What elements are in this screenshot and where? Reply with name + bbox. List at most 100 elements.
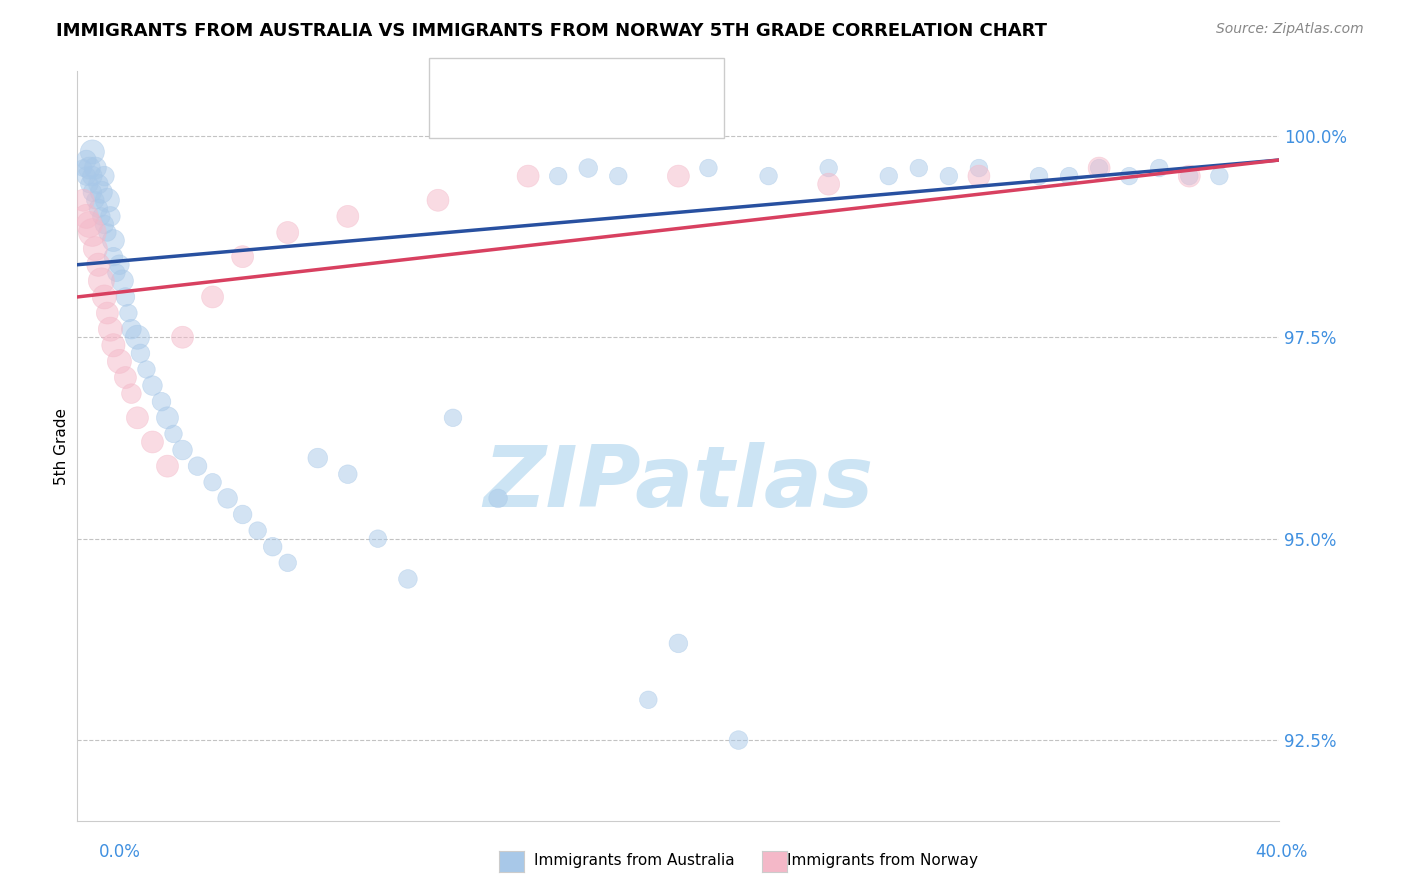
Point [277, 226, 299, 240]
Point [232, 508, 254, 522]
Point [576, 161, 599, 175]
Point [427, 194, 450, 208]
Point [307, 451, 329, 466]
Point [93, 290, 115, 304]
Point [79, 161, 101, 175]
Point [156, 410, 179, 425]
Point [607, 169, 630, 183]
Point [908, 161, 931, 175]
Point [758, 169, 780, 183]
Point [817, 161, 839, 175]
Point [232, 250, 254, 264]
Point [127, 330, 149, 344]
Point [120, 322, 142, 336]
Point [120, 386, 142, 401]
Point [72, 161, 94, 175]
Point [84, 242, 107, 256]
Point [441, 410, 464, 425]
Point [938, 169, 960, 183]
Point [336, 467, 359, 482]
Point [396, 572, 419, 586]
Text: 40.0%: 40.0% [1256, 843, 1308, 861]
Point [129, 346, 152, 360]
Point [135, 362, 157, 376]
Point [172, 443, 194, 458]
Point [637, 693, 659, 707]
Point [150, 394, 173, 409]
Point [79, 218, 101, 232]
Point [1118, 169, 1140, 183]
Point [82, 226, 104, 240]
Point [1028, 169, 1050, 183]
Point [262, 540, 284, 554]
Point [87, 258, 110, 272]
Point [141, 378, 163, 392]
Point [156, 459, 179, 474]
Point [82, 185, 104, 199]
Text: Immigrants from Australia: Immigrants from Australia [534, 854, 735, 868]
Point [84, 161, 107, 175]
Point [162, 426, 184, 441]
Point [817, 177, 839, 191]
Point [367, 532, 389, 546]
Point [96, 226, 118, 240]
Point [486, 491, 509, 506]
Point [336, 210, 359, 224]
Point [1178, 169, 1201, 183]
Point [1178, 169, 1201, 183]
Point [90, 185, 112, 199]
Point [96, 194, 118, 208]
Point [93, 169, 115, 183]
Point [217, 491, 239, 506]
Text: N = 29: N = 29 [588, 109, 650, 127]
Point [82, 169, 104, 183]
Point [75, 210, 97, 224]
Point [108, 354, 131, 368]
Point [111, 274, 134, 288]
Point [1088, 161, 1111, 175]
Point [114, 370, 136, 384]
Point [105, 266, 128, 280]
Point [82, 145, 104, 159]
Point [75, 153, 97, 167]
Y-axis label: 5th Grade: 5th Grade [53, 408, 69, 484]
Point [96, 306, 118, 320]
Point [75, 169, 97, 183]
Point [668, 636, 690, 650]
Point [186, 459, 209, 474]
Point [100, 322, 122, 336]
Point [1057, 169, 1080, 183]
Point [1149, 161, 1171, 175]
Point [697, 161, 720, 175]
Point [87, 202, 110, 216]
Point [517, 169, 540, 183]
Text: IMMIGRANTS FROM AUSTRALIA VS IMMIGRANTS FROM NORWAY 5TH GRADE CORRELATION CHART: IMMIGRANTS FROM AUSTRALIA VS IMMIGRANTS … [56, 22, 1047, 40]
Point [84, 194, 107, 208]
Point [103, 234, 125, 248]
Point [87, 177, 110, 191]
Point [90, 210, 112, 224]
Point [114, 290, 136, 304]
Point [668, 169, 690, 183]
Point [72, 194, 94, 208]
Point [727, 733, 749, 747]
Point [103, 338, 125, 352]
Text: Immigrants from Norway: Immigrants from Norway [787, 854, 979, 868]
Point [103, 250, 125, 264]
Text: R = 0.394: R = 0.394 [482, 109, 574, 127]
Text: Source: ZipAtlas.com: Source: ZipAtlas.com [1216, 22, 1364, 37]
Text: 0.0%: 0.0% [98, 843, 141, 861]
Point [90, 274, 112, 288]
Point [172, 330, 194, 344]
Point [1088, 161, 1111, 175]
Point [1208, 169, 1230, 183]
Point [127, 410, 149, 425]
Point [547, 169, 569, 183]
Point [117, 306, 139, 320]
Point [246, 524, 269, 538]
Text: N = 68: N = 68 [588, 71, 650, 89]
Point [967, 161, 990, 175]
Text: ZIPatlas: ZIPatlas [484, 442, 873, 525]
Point [79, 177, 101, 191]
Point [141, 434, 163, 449]
